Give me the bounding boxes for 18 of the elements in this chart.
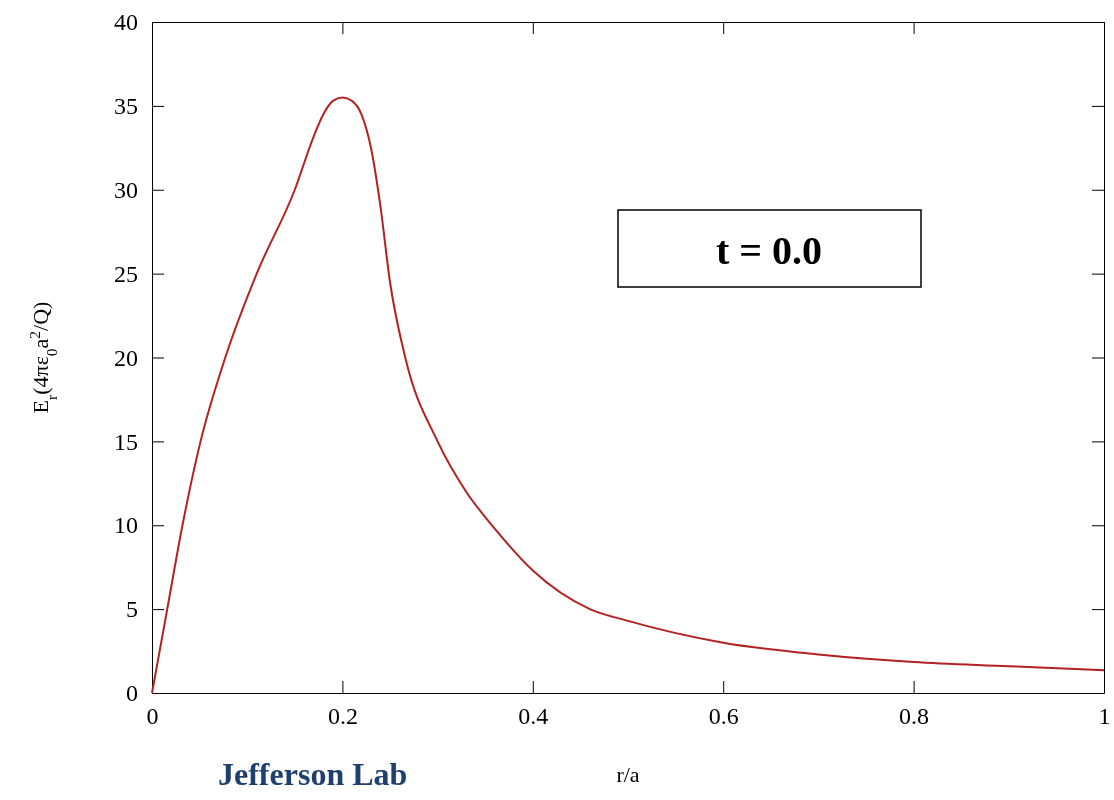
- y-tick-label: 40: [114, 9, 138, 36]
- text: Jefferson Lab: [218, 756, 408, 792]
- x-tick-label: 0.4: [518, 703, 549, 730]
- y-tick-label: 15: [114, 428, 138, 455]
- y-tick-label: 0: [126, 680, 138, 707]
- y-tick-label: 10: [114, 512, 138, 539]
- x-tick-label: 1: [1098, 703, 1111, 730]
- y-tick-label: 20: [114, 344, 138, 371]
- y-tick-label: 25: [114, 260, 138, 287]
- x-tick-label: 0.6: [708, 703, 739, 730]
- x-axis-title: r/a: [616, 762, 640, 787]
- annotation: t = 0.0: [715, 228, 823, 273]
- y-tick-label: 5: [126, 596, 138, 623]
- x-tick-label: 0.2: [327, 703, 358, 730]
- y-tick-label: 30: [114, 176, 138, 203]
- y-tick-label: 35: [114, 93, 138, 120]
- x-tick-label: 0.8: [899, 703, 930, 730]
- x-tick-label: 0: [146, 703, 159, 730]
